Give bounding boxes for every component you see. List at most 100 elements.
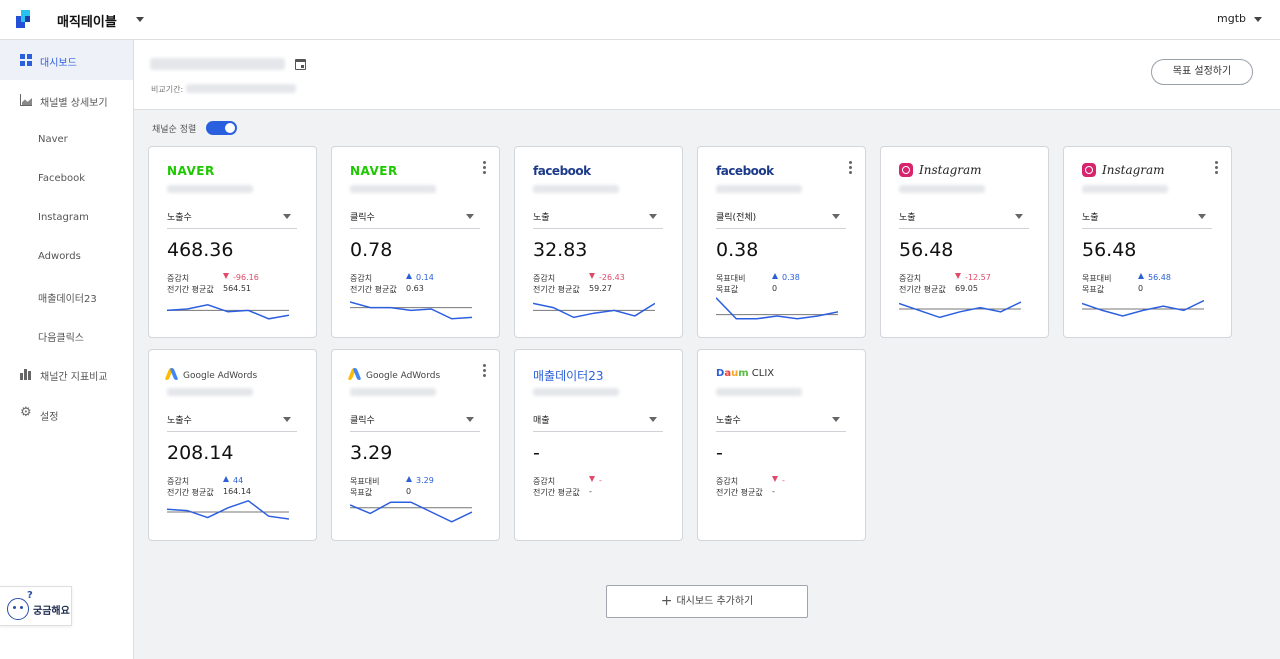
sidebar-item-instagram[interactable]: Instagram [0,198,133,238]
naver-logo: NAVER [350,164,398,178]
metric-select[interactable]: 노출 [899,205,1029,229]
date-range-field[interactable] [150,58,285,70]
sidebar-item-adwords[interactable]: Adwords [0,237,133,277]
stat-value: 0.63 [406,284,424,293]
dashboard-card: Daum CLIX 노출수 - 증감치 - 전기간 평균값 - [697,349,866,541]
stat-value: - [772,487,775,496]
metric-value: 208.14 [167,442,234,464]
instagram-icon [1082,163,1096,177]
chevron-down-icon [832,214,840,219]
chevron-down-icon [283,417,291,422]
arrow-up-icon [406,476,412,482]
card-account [716,388,802,396]
dashboard-card: Google AdWords 노출수 208.14 증감치 44 전기간 평균값 1… [148,349,317,541]
card-account [533,185,619,193]
metric-select[interactable]: 노출수 [167,205,297,229]
stat-value: 0 [1138,284,1144,293]
more-options-icon[interactable] [481,161,487,175]
sidebar-item-label: 설정 [40,412,59,423]
metric-select[interactable]: 노출 [1082,205,1212,229]
card-account [350,388,436,396]
sidebar-item-dashboard[interactable]: 대시보드 [0,40,133,80]
sort-by-channel-label: 채널순 정렬 [152,125,197,135]
stat-label: 증감치 [716,477,739,486]
sidebar-item-channel-compare[interactable]: 채널간 지표비교 [0,354,133,394]
sidebar-item-naver[interactable]: Naver [0,120,133,160]
set-goal-button[interactable]: 목표 설정하기 [1151,59,1253,85]
dashboard-card: facebook 클릭(전체) 0.38 목표대비 0.38 목표값 0 [697,146,866,338]
change-indicator: - [589,476,602,485]
dashboard-card: Instagram 노출 56.48 목표대비 56.48 목표값 0 [1063,146,1232,338]
change-value: - [782,476,785,485]
user-name[interactable]: mgtb [1217,12,1246,25]
metric-select[interactable]: 노출수 [167,408,297,432]
metric-value: - [533,442,540,464]
metric-select[interactable]: 클릭(전체) [716,205,846,229]
metric-select-value: 노출 [899,213,916,223]
add-dashboard-button[interactable]: + 대시보드 추가하기 [606,585,808,618]
sparkline-series [167,304,289,320]
sparkline [1082,299,1204,317]
sparkline [167,304,289,320]
stat-value: 69.05 [955,284,978,293]
stat-label: 목표대비 [350,477,380,486]
sidebar-item-daum-clix[interactable]: 다음클릭스 [0,315,133,355]
instagram-wordmark: Instagram [1102,163,1165,177]
change-indicator: -96.16 [223,273,259,282]
more-options-icon[interactable] [481,364,487,378]
sparkline-series [716,297,838,320]
sort-by-channel-toggle[interactable] [206,121,237,135]
metric-select-value: 클릭수 [350,416,375,426]
sidebar-item-label: Facebook [38,173,85,184]
app-title[interactable]: 매직테이블 [57,15,117,30]
arrow-down-icon [223,273,229,279]
sparkline-series [167,499,289,520]
sidebar-item-sales-data[interactable]: 매출데이터23 [0,276,133,316]
arrow-up-icon [406,273,412,279]
metric-select[interactable]: 클릭수 [350,205,480,229]
sidebar-item-label: 채널별 상세보기 [40,98,108,109]
facebook-logo: facebook [533,164,591,178]
sidebar-item-facebook[interactable]: Facebook [0,159,133,199]
sparkline-series [350,501,472,523]
stat-row: 목표대비 0.38 [716,273,800,284]
card-account [1082,185,1168,193]
calendar-icon[interactable] [295,59,306,70]
change-indicator: 3.29 [406,476,434,485]
chevron-down-icon [832,417,840,422]
sparkline [350,301,472,320]
gear-icon: ⚙ [20,405,32,420]
google-adwords-wordmark: Google AdWords [366,371,441,381]
metric-value: 0.78 [350,239,393,261]
stat-label: 증감치 [533,274,556,283]
metric-select[interactable]: 노출 [533,205,663,229]
arrow-up-icon [223,476,229,482]
sidebar-item-settings[interactable]: ⚙ 설정 [0,394,133,434]
metric-select[interactable]: 매출 [533,408,663,432]
stat-label: 증감치 [899,274,922,283]
google-adwords-icon [347,368,362,380]
sidebar-item-channel-detail[interactable]: 채널별 상세보기 [0,80,133,120]
help-widget[interactable]: ? 궁금해요 [0,586,72,626]
google-adwords-logo: Google AdWords [347,368,441,386]
app-logo-icon[interactable] [16,10,34,28]
chevron-down-icon [466,417,474,422]
more-options-icon[interactable] [1213,161,1219,175]
change-indicator: 44 [223,476,243,485]
user-menu-chevron-down-icon[interactable] [1254,17,1262,22]
metric-select-value: 클릭수 [350,213,375,223]
sparkline-series [350,301,472,320]
chevron-down-icon [283,214,291,219]
stat-label: 목표값 [716,285,739,294]
stat-label: 목표값 [1082,285,1105,294]
metric-select[interactable]: 노출수 [716,408,846,432]
metric-select-value: 노출 [533,213,550,223]
card-account [533,388,619,396]
stat-row: 전기간 평균값 - [533,487,592,498]
metric-select[interactable]: 클릭수 [350,408,480,432]
chevron-down-icon [466,214,474,219]
more-options-icon[interactable] [847,161,853,175]
app-menu-chevron-down-icon[interactable] [136,17,144,22]
sparkline [350,501,472,523]
dashboard-card: 매출데이터23 매출 - 증감치 - 전기간 평균값 - [514,349,683,541]
